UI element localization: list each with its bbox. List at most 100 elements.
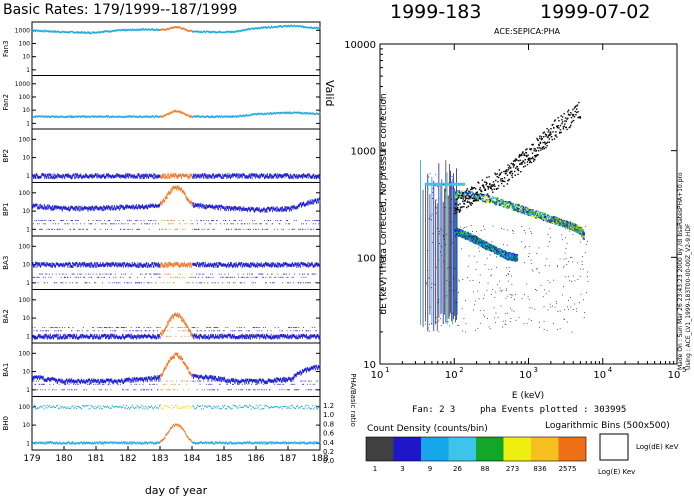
panel-bp1: 100 10 1 BP1 xyxy=(2,182,321,237)
pha-point xyxy=(436,266,437,268)
pha-point xyxy=(449,266,451,268)
pha-point xyxy=(456,232,458,235)
pha-point xyxy=(510,256,512,258)
pha-point xyxy=(519,163,521,165)
pha-point xyxy=(431,213,433,215)
pha-point xyxy=(484,249,486,250)
pha-point xyxy=(494,317,496,319)
pha-point xyxy=(568,260,570,262)
using-file-note: Using : ACE_LV1_1999-183T00-00-00Z_V2-9.… xyxy=(685,223,692,370)
pha-point xyxy=(522,212,525,214)
pha-point xyxy=(477,196,479,198)
pha-point xyxy=(471,241,474,243)
pha-point xyxy=(504,257,507,260)
pha-point xyxy=(495,204,497,206)
pha-point xyxy=(484,196,487,198)
legend-color-box xyxy=(503,437,531,461)
pha-point xyxy=(511,207,514,209)
pha-point xyxy=(503,228,505,230)
pha-point xyxy=(570,111,572,114)
pha-point xyxy=(559,225,562,227)
pha-point xyxy=(539,214,542,216)
pha-point xyxy=(457,324,458,326)
pha-plateau xyxy=(424,182,466,186)
pha-point xyxy=(492,244,494,247)
pha-point xyxy=(483,225,484,227)
pha-point xyxy=(556,301,557,303)
legend-box-label: 26 xyxy=(453,465,462,473)
pha-point xyxy=(484,240,486,242)
pha-point xyxy=(517,211,520,213)
pha-point xyxy=(499,248,502,251)
pha-point xyxy=(576,104,579,107)
pha-point xyxy=(518,156,520,158)
pha-point xyxy=(579,226,582,229)
pha-point xyxy=(514,258,515,260)
pha-point xyxy=(496,197,498,199)
panel-tick-label: 100 xyxy=(19,243,31,250)
pha-point xyxy=(483,195,485,198)
pha-point xyxy=(586,276,588,277)
pha-point xyxy=(490,249,492,252)
pha-point xyxy=(532,144,534,146)
pha-point xyxy=(432,233,434,235)
pha-point xyxy=(543,136,545,138)
pha-point xyxy=(506,254,508,256)
pha-point xyxy=(550,136,553,138)
pha-point xyxy=(540,284,542,286)
pha-point xyxy=(546,144,548,147)
pha-point xyxy=(537,154,539,156)
pha-point xyxy=(494,246,497,248)
pha-point xyxy=(429,330,430,332)
panel-tick-label: 100 xyxy=(19,136,31,143)
pha-point xyxy=(510,317,512,319)
pha-point xyxy=(457,235,459,237)
pha-point xyxy=(558,127,560,129)
pha-point xyxy=(579,228,581,230)
pha-point xyxy=(530,148,533,150)
pha-point xyxy=(498,200,500,202)
pha-point xyxy=(473,309,474,311)
pha-point xyxy=(472,234,475,237)
pha-point xyxy=(492,247,494,249)
pha-point xyxy=(479,310,481,311)
panel-tick-label: 100 xyxy=(19,40,31,47)
pha-x-tick-exp: 1 xyxy=(385,366,389,374)
pha-point xyxy=(583,235,585,238)
panel-bp2: 100 10 1 BP2 xyxy=(2,128,321,183)
pha-point xyxy=(450,221,452,223)
ratio-tick-label: 0.8 xyxy=(323,420,334,428)
pha-point xyxy=(516,254,519,256)
pha-point xyxy=(582,299,584,301)
pha-point xyxy=(528,299,530,301)
pha-point xyxy=(532,270,534,272)
pha-point xyxy=(573,225,575,227)
pha-point xyxy=(532,160,535,162)
pha-point xyxy=(550,127,552,130)
pha-point xyxy=(504,173,507,175)
pha-point xyxy=(492,225,494,227)
pha-point xyxy=(491,248,493,250)
pha-point xyxy=(490,250,493,252)
pha-point xyxy=(544,213,547,215)
pha-point xyxy=(478,194,480,196)
pha-point xyxy=(496,250,497,252)
pha-point xyxy=(506,252,508,254)
pha-point xyxy=(549,221,551,223)
pha-point xyxy=(432,188,434,189)
pha-point xyxy=(500,198,502,201)
pha-point xyxy=(465,189,468,192)
pha-point xyxy=(442,229,444,231)
pha-point xyxy=(456,193,458,195)
legend-box-label: 88 xyxy=(481,465,490,473)
pha-point xyxy=(565,221,567,224)
pha-point xyxy=(469,240,472,242)
pha-point xyxy=(530,259,532,261)
pha-plot-area xyxy=(419,101,589,333)
pha-point xyxy=(476,261,478,263)
pha-point xyxy=(499,280,500,282)
pha-point xyxy=(552,305,553,307)
pha-point xyxy=(466,235,469,238)
pha-point xyxy=(475,198,477,200)
pha-point xyxy=(526,148,528,150)
